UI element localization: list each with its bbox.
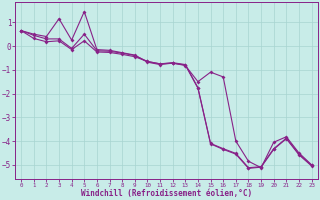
X-axis label: Windchill (Refroidissement éolien,°C): Windchill (Refroidissement éolien,°C) xyxy=(81,189,252,198)
